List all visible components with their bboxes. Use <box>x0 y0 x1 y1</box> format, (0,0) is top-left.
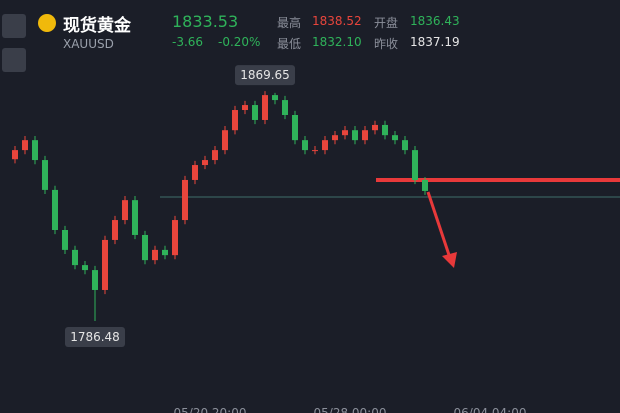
candle-body <box>122 200 128 221</box>
low-label: 最低 <box>277 37 302 51</box>
candle-body <box>92 270 98 290</box>
price: 1833.53 <box>172 12 239 31</box>
candle-body <box>422 179 428 191</box>
candle-body <box>142 234 148 261</box>
candle-body <box>152 249 158 261</box>
low: 1832.10 <box>312 35 362 49</box>
gold-icon <box>38 14 56 32</box>
max-label: 1869.65 <box>240 68 290 82</box>
candle-body <box>402 140 408 151</box>
candle-body <box>292 114 298 141</box>
candle-body <box>22 140 28 151</box>
candle-body <box>162 249 168 256</box>
min-label: 1786.48 <box>70 330 120 344</box>
candle-body <box>252 105 258 120</box>
candle-body <box>182 179 188 221</box>
high: 1838.52 <box>312 14 362 28</box>
candle-body <box>102 239 108 290</box>
candle-body <box>412 150 418 180</box>
high-label: 最高 <box>277 16 302 30</box>
candle-body <box>52 189 58 230</box>
candle-body <box>242 105 248 111</box>
open-label: 开盘 <box>374 16 399 30</box>
candle-body <box>192 165 198 180</box>
close-button[interactable] <box>2 14 26 38</box>
change: -3.66 <box>172 35 204 49</box>
candle-body <box>112 220 118 240</box>
x-tick-label: 06/04 04:00 <box>454 406 527 413</box>
name[interactable]: 现货黄金 <box>63 16 131 36</box>
candle-body <box>302 140 308 151</box>
candle-body <box>322 140 328 151</box>
change-pct: -0.20% <box>218 35 261 49</box>
max-label-box <box>235 65 295 86</box>
prev-close-label: 昨收 <box>374 37 399 51</box>
candle-body <box>352 130 358 141</box>
candle-body <box>172 220 178 256</box>
drawn-arrow <box>426 191 452 259</box>
candle-body <box>222 130 228 151</box>
candle-body <box>202 160 208 166</box>
candle-body <box>12 150 18 160</box>
arrow-head <box>442 252 457 268</box>
candle-body <box>272 95 278 101</box>
candle-body <box>282 100 288 115</box>
candle-body <box>32 140 38 161</box>
candle-body <box>342 130 348 136</box>
symbol: XAUUSD <box>63 37 114 51</box>
candle-body <box>72 249 78 266</box>
candle-body <box>362 130 368 141</box>
candle-body <box>82 265 88 271</box>
min-label-box <box>65 327 125 348</box>
candle-body <box>132 200 138 235</box>
x-tick-label: 05/28 00:00 <box>314 406 387 413</box>
candle-body <box>232 110 238 131</box>
candle-body <box>262 95 268 120</box>
candle-body <box>382 124 388 136</box>
open: 1836.43 <box>410 14 460 28</box>
prev-close: 1837.19 <box>410 35 460 49</box>
candle-body <box>332 135 338 141</box>
x-tick-label: 05/20 20:00 <box>174 406 247 413</box>
candle-body <box>42 160 48 190</box>
candle-body <box>212 150 218 161</box>
candle-body <box>392 135 398 141</box>
candle-body <box>62 229 68 250</box>
candle-body <box>372 124 378 131</box>
shrink-button[interactable] <box>2 48 26 72</box>
candle-body <box>312 150 318 152</box>
